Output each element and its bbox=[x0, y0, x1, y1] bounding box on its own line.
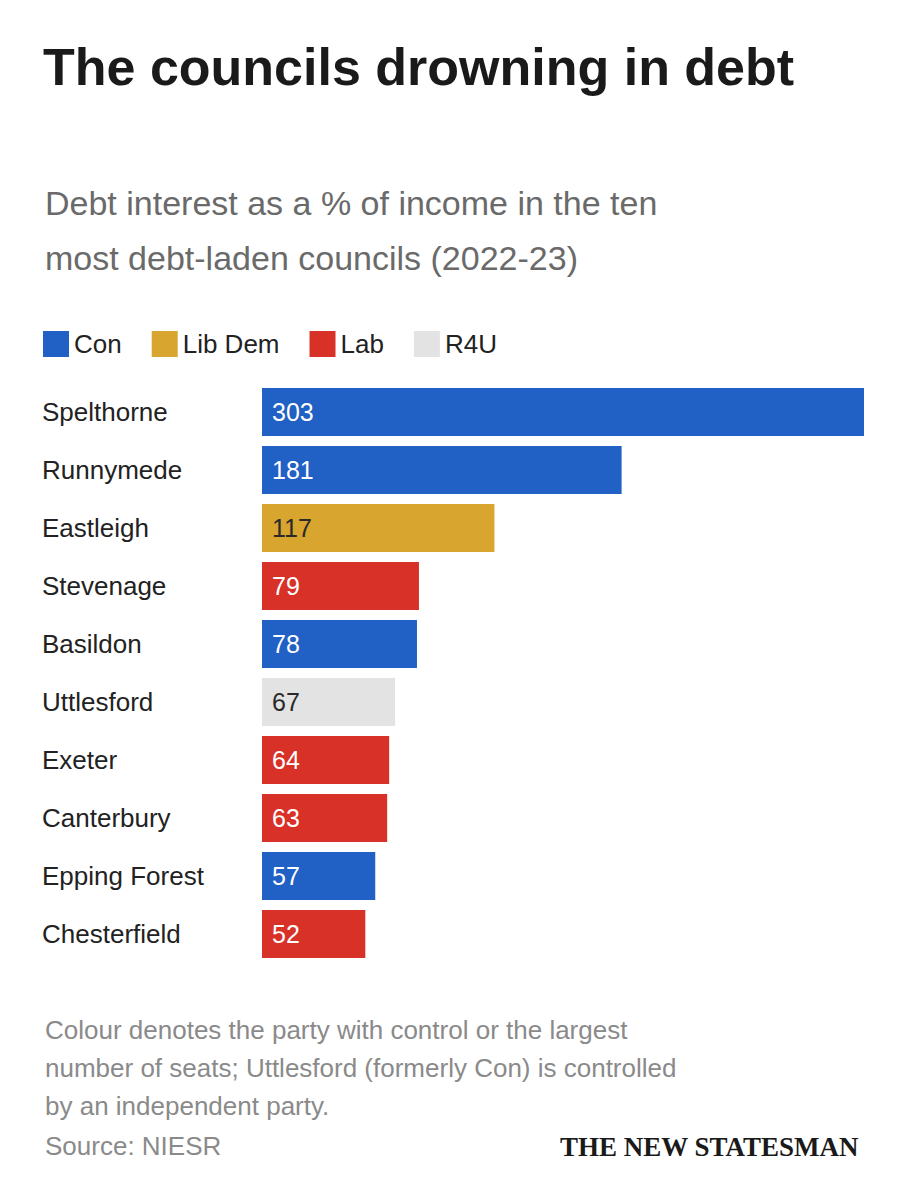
svg-text:117: 117 bbox=[272, 514, 312, 542]
svg-text:Uttlesford: Uttlesford bbox=[42, 687, 153, 717]
svg-text:79: 79 bbox=[272, 572, 300, 600]
svg-text:Con: Con bbox=[74, 329, 122, 359]
svg-text:63: 63 bbox=[272, 804, 300, 832]
svg-text:Colour denotes the party with: Colour denotes the party with control or… bbox=[45, 1015, 635, 1045]
svg-text:52: 52 bbox=[272, 920, 300, 948]
svg-text:Lib Dem: Lib Dem bbox=[183, 329, 280, 359]
svg-text:Eastleigh: Eastleigh bbox=[42, 513, 149, 543]
svg-text:THE NEW STATESMAN: THE NEW STATESMAN bbox=[560, 1132, 859, 1162]
svg-text:Spelthorne: Spelthorne bbox=[42, 397, 168, 427]
svg-text:most debt-laden councils (2022: most debt-laden councils (2022-23) bbox=[45, 239, 578, 277]
svg-text:Canterbury: Canterbury bbox=[42, 803, 171, 833]
svg-text:Epping Forest: Epping Forest bbox=[42, 861, 205, 891]
svg-text:57: 57 bbox=[272, 862, 300, 890]
svg-text:Basildon: Basildon bbox=[42, 629, 142, 659]
svg-text:Lab: Lab bbox=[341, 329, 384, 359]
svg-text:67: 67 bbox=[272, 688, 300, 716]
svg-text:303: 303 bbox=[272, 398, 314, 426]
svg-text:number of seats; Uttlesford (f: number of seats; Uttlesford (formerly Co… bbox=[45, 1053, 684, 1083]
svg-text:The councils drowning in debt: The councils drowning in debt bbox=[43, 38, 794, 96]
svg-text:Debt interest as a % of income: Debt interest as a % of income in the te… bbox=[45, 184, 667, 222]
svg-text:Chesterfield: Chesterfield bbox=[42, 919, 181, 949]
svg-text:by an independent party.: by an independent party. bbox=[45, 1091, 329, 1121]
svg-text:64: 64 bbox=[272, 746, 300, 774]
svg-text:Exeter: Exeter bbox=[42, 745, 117, 775]
svg-text:Stevenage: Stevenage bbox=[42, 571, 166, 601]
svg-text:78: 78 bbox=[272, 630, 300, 658]
svg-text:R4U: R4U bbox=[445, 329, 497, 359]
svg-text:181: 181 bbox=[272, 456, 314, 484]
svg-text:Source: NIESR: Source: NIESR bbox=[45, 1131, 221, 1161]
svg-text:Runnymede: Runnymede bbox=[42, 455, 182, 485]
